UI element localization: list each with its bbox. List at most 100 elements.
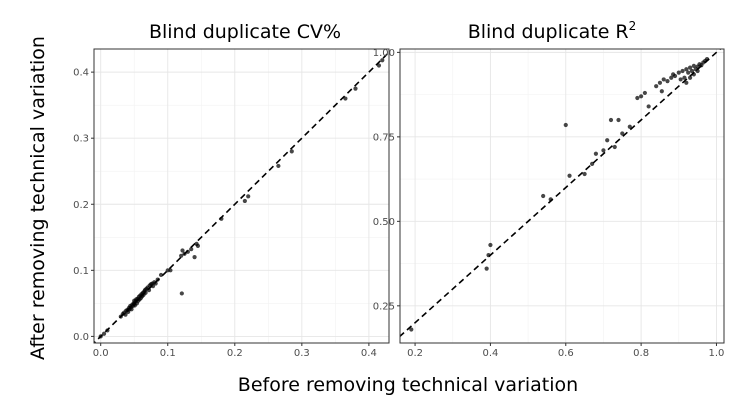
data-point	[691, 63, 696, 68]
data-point	[689, 68, 695, 74]
data-point	[687, 65, 693, 70]
data-point	[289, 149, 294, 154]
x-tick-label: 0.3	[294, 348, 310, 359]
x-tick-label: 0.1	[160, 348, 176, 359]
data-point	[678, 77, 683, 82]
y-tick-label: 0.3	[73, 134, 89, 145]
data-point	[380, 58, 385, 63]
data-point	[158, 272, 164, 278]
data-point	[541, 193, 546, 199]
data-point	[179, 253, 184, 258]
y-tick-label: 0.4	[73, 68, 89, 79]
data-point	[620, 131, 625, 136]
panel-title-r2-superscript: 2	[629, 19, 637, 33]
data-point	[654, 84, 659, 89]
panel-cv: Blind duplicate CV% 0.0 0.1 0.2 0.3 0.4 0.0 0.…	[73, 21, 390, 359]
data-point	[684, 80, 689, 85]
data-layer-r2	[400, 49, 722, 338]
data-point	[687, 75, 693, 80]
data-point	[669, 75, 674, 80]
y-tick-label: 0.0	[73, 332, 89, 343]
data-point	[616, 117, 621, 123]
grid-r2	[400, 49, 724, 343]
y-tick-label: 1.00	[373, 48, 395, 59]
x-tick-label: 1.0	[709, 348, 725, 359]
data-point	[155, 277, 160, 282]
y-tick-label: 0.75	[373, 132, 395, 143]
data-point	[593, 151, 599, 156]
data-point	[146, 288, 152, 293]
grid-cv	[94, 49, 389, 343]
data-point	[682, 75, 687, 80]
y-tick-label: 0.50	[373, 217, 395, 228]
data-point	[242, 198, 247, 204]
x-axis-title: Before removing technical variation	[238, 374, 578, 396]
data-point	[101, 331, 107, 336]
data-point	[486, 253, 491, 258]
data-point	[659, 89, 664, 94]
data-point	[646, 104, 651, 109]
data-point	[343, 96, 348, 101]
y-tick-label: 0.25	[373, 301, 395, 312]
data-point	[695, 68, 700, 74]
data-point	[180, 248, 185, 253]
data-point	[182, 251, 187, 256]
data-point	[567, 173, 572, 178]
data-point	[635, 95, 640, 101]
data-point	[409, 327, 414, 332]
data-point	[123, 312, 128, 317]
data-point	[661, 77, 666, 82]
data-point	[246, 194, 251, 199]
panel-title-r2-main: Blind duplicate R	[468, 21, 629, 43]
data-point	[185, 249, 190, 254]
data-point	[376, 63, 382, 68]
y-tick-label: 0.1	[73, 266, 89, 277]
data-point	[353, 86, 358, 91]
x-tick-label: 0.2	[407, 348, 423, 359]
x-tick-label: 0.4	[482, 348, 498, 359]
panel-title-r2: Blind duplicate R2	[468, 19, 637, 43]
data-point	[129, 307, 134, 312]
data-point	[582, 171, 587, 177]
data-point	[665, 79, 670, 84]
data-point	[488, 242, 493, 248]
data-point	[192, 255, 197, 260]
data-point	[195, 243, 201, 248]
x-tick-label: 0.4	[361, 348, 377, 359]
x-tick-label: 0.0	[93, 348, 109, 359]
data-layer-cv	[94, 51, 389, 343]
data-point	[704, 57, 710, 62]
data-point	[605, 138, 610, 143]
data-point	[680, 68, 685, 74]
identity-line	[400, 49, 722, 338]
data-point	[672, 73, 678, 79]
data-point	[657, 80, 663, 85]
y-axis-title: After removing technical variation	[27, 36, 49, 360]
y-tick-label: 0.2	[73, 200, 89, 211]
x-tick-label: 0.6	[558, 348, 574, 359]
plot-frame-r2	[399, 48, 725, 344]
data-point	[590, 161, 595, 166]
data-point	[548, 197, 553, 202]
data-point	[642, 90, 647, 96]
data-point	[601, 148, 606, 153]
identity-line	[94, 51, 389, 343]
x-tick-label: 0.2	[227, 348, 243, 359]
data-point	[608, 117, 614, 123]
data-point	[189, 247, 194, 252]
plot-frame-cv	[93, 48, 390, 344]
panel-title-cv: Blind duplicate CV%	[149, 21, 341, 43]
data-point	[612, 144, 617, 150]
data-point	[691, 72, 696, 77]
data-point	[105, 328, 110, 333]
data-point	[168, 268, 173, 273]
data-point	[676, 70, 681, 75]
data-point	[179, 291, 184, 296]
data-point	[219, 216, 224, 221]
data-point	[686, 70, 691, 75]
data-point	[153, 281, 158, 286]
data-point	[639, 94, 644, 99]
x-tick-label: 0.8	[633, 348, 649, 359]
data-point	[276, 163, 281, 169]
